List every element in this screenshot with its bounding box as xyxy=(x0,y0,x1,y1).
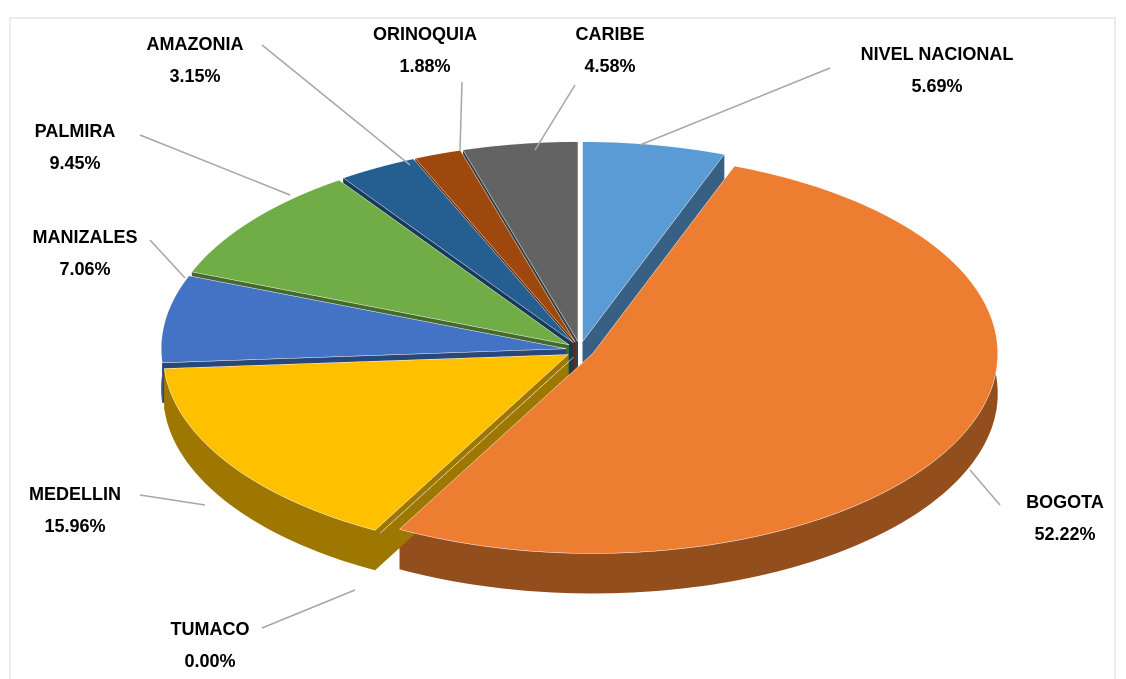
value-label: 15.96% xyxy=(44,516,105,536)
category-label: MANIZALES xyxy=(33,227,138,247)
value-label: 52.22% xyxy=(1034,524,1095,544)
slice-side xyxy=(164,368,375,571)
slice xyxy=(379,357,574,534)
value-label: 4.58% xyxy=(584,56,635,76)
leader-line xyxy=(639,67,831,146)
value-label: 9.45% xyxy=(49,153,100,173)
value-label: 1.88% xyxy=(399,56,450,76)
slice xyxy=(160,275,567,364)
slice xyxy=(398,165,998,554)
leader-line xyxy=(149,239,186,279)
slice xyxy=(163,354,569,531)
value-label: 5.69% xyxy=(911,76,962,96)
chart-frame xyxy=(9,17,1116,679)
leader-line xyxy=(459,81,463,151)
value-label: 3.15% xyxy=(169,66,220,86)
leader-line xyxy=(261,589,356,629)
slice xyxy=(191,179,570,346)
category-label: PALMIRA xyxy=(35,121,116,141)
category-label: TUMACO xyxy=(171,619,250,639)
category-label: CARIBE xyxy=(575,24,644,44)
category-label: AMAZONIA xyxy=(147,34,244,54)
value-label: 0.00% xyxy=(184,651,235,671)
slice-side xyxy=(399,166,998,594)
leader-line xyxy=(261,44,411,166)
slice xyxy=(582,141,725,343)
leader-line xyxy=(969,469,1001,506)
leader-line xyxy=(139,134,291,196)
leader-line xyxy=(534,84,576,151)
category-label: NIVEL NACIONAL xyxy=(861,44,1014,64)
value-label: 7.06% xyxy=(59,259,110,279)
slice xyxy=(342,158,574,343)
leader-line xyxy=(139,494,206,506)
slice xyxy=(414,150,576,343)
category-label: ORINOQUIA xyxy=(373,24,477,44)
category-label: MEDELLIN xyxy=(29,484,121,504)
slice xyxy=(462,141,579,343)
category-label: BOGOTA xyxy=(1026,492,1104,512)
